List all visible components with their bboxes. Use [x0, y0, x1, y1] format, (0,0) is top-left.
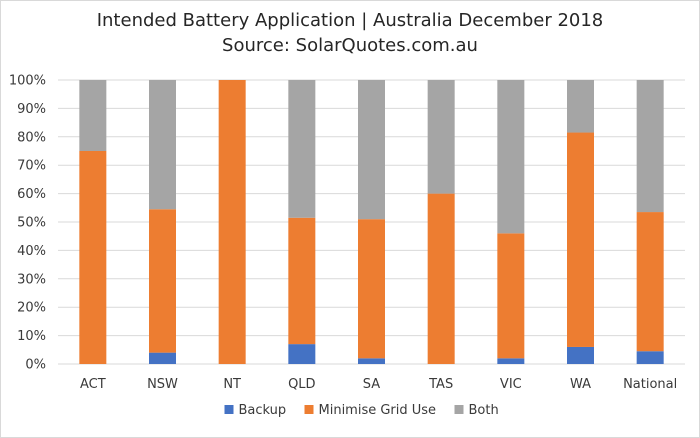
x-tick-label: SA: [363, 377, 380, 392]
bar-segment-minimise-grid-use: [358, 219, 385, 359]
y-tick-label: 30%: [17, 272, 46, 287]
y-tick-label: 60%: [17, 187, 46, 202]
bar-segment-backup: [497, 358, 525, 364]
chart-title: Intended Battery Application | Australia…: [96, 10, 604, 31]
y-tick-label: 0%: [25, 358, 46, 373]
bar-segment-both: [567, 80, 594, 133]
bar-segment-both: [427, 80, 455, 194]
x-tick-label: VIC: [500, 377, 522, 392]
y-tick-label: 10%: [17, 329, 46, 344]
x-tick-label: ACT: [80, 377, 106, 392]
bar-segment-both: [497, 80, 525, 234]
bar-segment-backup: [358, 358, 385, 364]
bar-segment-minimise-grid-use: [79, 151, 107, 364]
bar-segment-minimise-grid-use: [288, 217, 316, 345]
y-tick-label: 100%: [9, 74, 46, 89]
bar-segment-minimise-grid-use: [218, 80, 246, 364]
y-tick-label: 70%: [17, 159, 46, 174]
x-tick-label: QLD: [288, 377, 316, 392]
legend-label: Backup: [239, 403, 287, 418]
x-tick-label: National: [623, 377, 677, 392]
y-tick-label: 90%: [17, 102, 46, 117]
y-tick-label: 80%: [17, 130, 46, 145]
bar-segment-both: [149, 80, 176, 210]
legend-swatch: [224, 405, 234, 414]
bar-segment-backup: [149, 352, 176, 364]
legend-swatch: [304, 405, 314, 414]
legend-label: Both: [469, 403, 499, 418]
bar-segment-both: [79, 80, 107, 151]
y-tick-label: 40%: [17, 244, 46, 259]
x-tick-label: TAS: [428, 377, 453, 392]
bar-segment-minimise-grid-use: [427, 193, 455, 364]
bar-segment-minimise-grid-use: [567, 132, 594, 347]
bar-segment-backup: [288, 344, 316, 364]
legend-label: Minimise Grid Use: [319, 403, 437, 418]
bar-segment-minimise-grid-use: [149, 209, 176, 353]
legend-swatch: [454, 405, 464, 414]
bar-segment-minimise-grid-use: [497, 233, 525, 359]
x-tick-label: WA: [570, 377, 591, 392]
bar-segment-minimise-grid-use: [636, 212, 664, 352]
chart-subtitle: Source: SolarQuotes.com.au: [222, 35, 478, 56]
bar-segment-both: [636, 80, 664, 213]
bar-segment-backup: [567, 346, 594, 364]
bar-segment-both: [358, 80, 385, 220]
x-tick-label: NT: [223, 377, 241, 392]
x-tick-label: NSW: [147, 377, 178, 392]
y-tick-label: 50%: [17, 216, 46, 231]
bar-segment-backup: [636, 351, 664, 364]
bar-segment-both: [288, 80, 316, 218]
y-tick-label: 20%: [17, 301, 46, 316]
